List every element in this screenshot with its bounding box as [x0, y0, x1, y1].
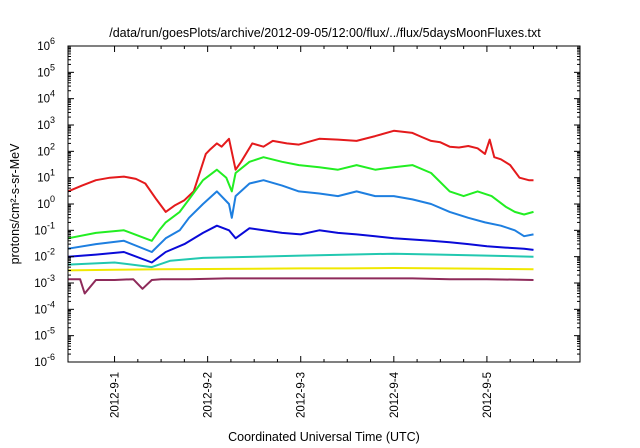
chart-title: /data/run/goesPlots/archive/2012-09-05/1…: [109, 26, 541, 40]
y-tick-label: 106: [37, 36, 55, 53]
x-tick-label: 2012-9-5: [482, 372, 494, 418]
x-tick-label: 2012-9-2: [203, 372, 215, 418]
y-tick-label: 10-2: [34, 247, 55, 264]
y-tick-label: 102: [37, 141, 55, 158]
y-axis-label: protons/cm²-s-sr-MeV: [8, 143, 22, 265]
x-tick-label: 2012-9-4: [389, 371, 401, 418]
y-tick-label: 10-4: [34, 299, 55, 316]
y-tick-label: 10-1: [34, 220, 55, 237]
series-line-6: [67, 267, 534, 272]
y-tick-label: 10-6: [34, 352, 55, 369]
y-tick-label: 104: [37, 89, 55, 106]
x-tick-label: 2012-9-3: [296, 372, 308, 418]
series-line-5: [67, 252, 534, 269]
y-tick-label: 100: [37, 194, 55, 211]
y-tick-label: 105: [37, 62, 55, 79]
x-axis-label: Coordinated Universal Time (UTC): [228, 430, 420, 444]
series-line-3: [67, 179, 534, 253]
y-tick-label: 101: [37, 168, 55, 185]
y-tick-label: 103: [37, 115, 55, 132]
series-line-4: [67, 224, 534, 264]
y-axis: 10-6 10-5 10-4 10-3 10-2 10-1 100 101 102 103 104 1…: [34, 36, 580, 369]
y-tick-label: 10-3: [34, 273, 55, 290]
y-tick-label: 10-5: [34, 326, 55, 343]
x-tick-label: 2012-9-1: [110, 372, 122, 418]
series-line-7: [68, 277, 534, 295]
x-axis: 2012-9-1 2012-9-2 2012-9-3 2012-9-4 2012-9-5: [110, 46, 558, 418]
series-line-2: [67, 156, 534, 242]
series-line-1: [67, 129, 534, 213]
series-layer: [67, 129, 534, 295]
